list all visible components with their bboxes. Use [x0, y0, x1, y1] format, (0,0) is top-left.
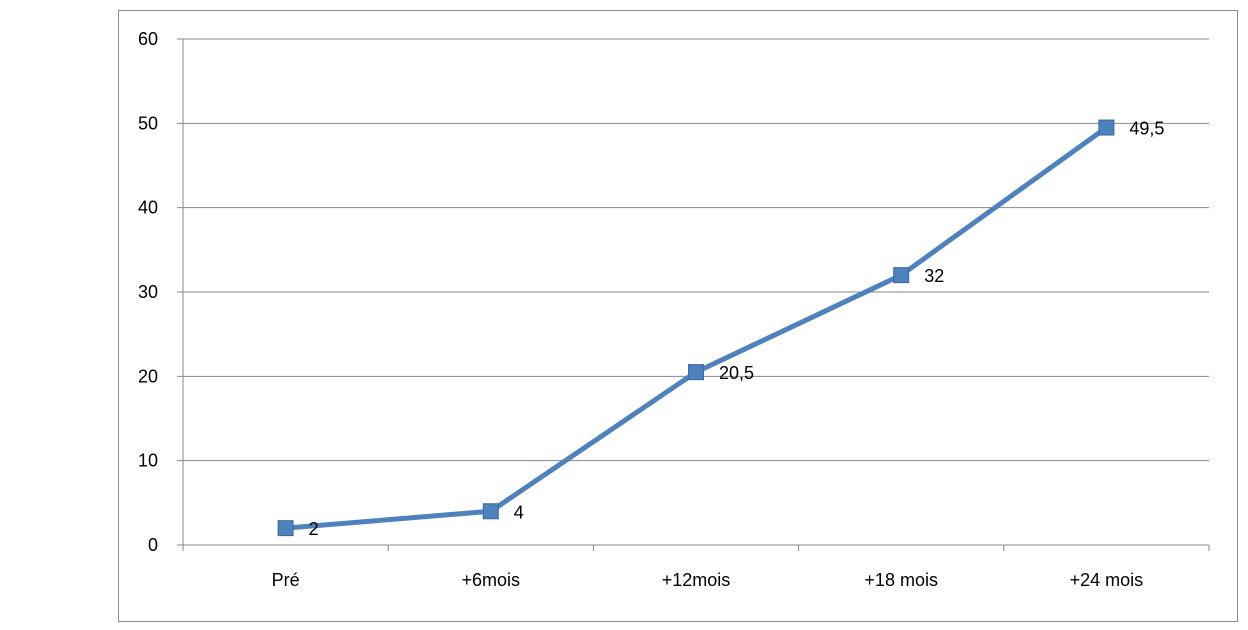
- data-label: 20,5: [719, 363, 754, 383]
- series: [277, 119, 1115, 537]
- x-tick-label: +6mois: [462, 570, 521, 590]
- x-tick-label: +24 mois: [1070, 570, 1144, 590]
- x-tick-label: +12mois: [662, 570, 731, 590]
- data-label: 49,5: [1129, 119, 1164, 139]
- y-tick-label: 20: [138, 366, 158, 386]
- y-tick-label: 0: [148, 535, 158, 555]
- series-line: [283, 125, 1109, 531]
- y-tick-label: 50: [138, 113, 158, 133]
- data-point-marker: [482, 503, 499, 520]
- data-point-marker: [688, 364, 704, 381]
- x-tick-label: Pré: [272, 570, 300, 590]
- data-point-marker: [1098, 119, 1115, 136]
- data-label: 4: [514, 502, 524, 522]
- y-tick-labels: 0 10 20 30 40 50 60: [138, 29, 158, 555]
- data-label: 32: [924, 266, 944, 286]
- chart-frame: [118, 10, 1238, 622]
- data-point-marker: [893, 267, 910, 284]
- data-labels: 2 4 20,5 32 49,5: [309, 119, 1165, 540]
- axes: [177, 38, 1210, 551]
- y-tick-label: 60: [138, 29, 158, 49]
- y-tick-label: 10: [138, 451, 158, 471]
- data-point-marker: [277, 520, 294, 537]
- x-tick-label: +18 mois: [864, 570, 938, 590]
- y-tick-label: 40: [138, 198, 158, 218]
- data-label: 2: [309, 519, 319, 539]
- y-tick-label: 30: [138, 282, 158, 302]
- grid-lines: [183, 38, 1209, 462]
- x-tick-labels: Pré +6mois +12mois +18 mois +24 mois: [272, 570, 1144, 590]
